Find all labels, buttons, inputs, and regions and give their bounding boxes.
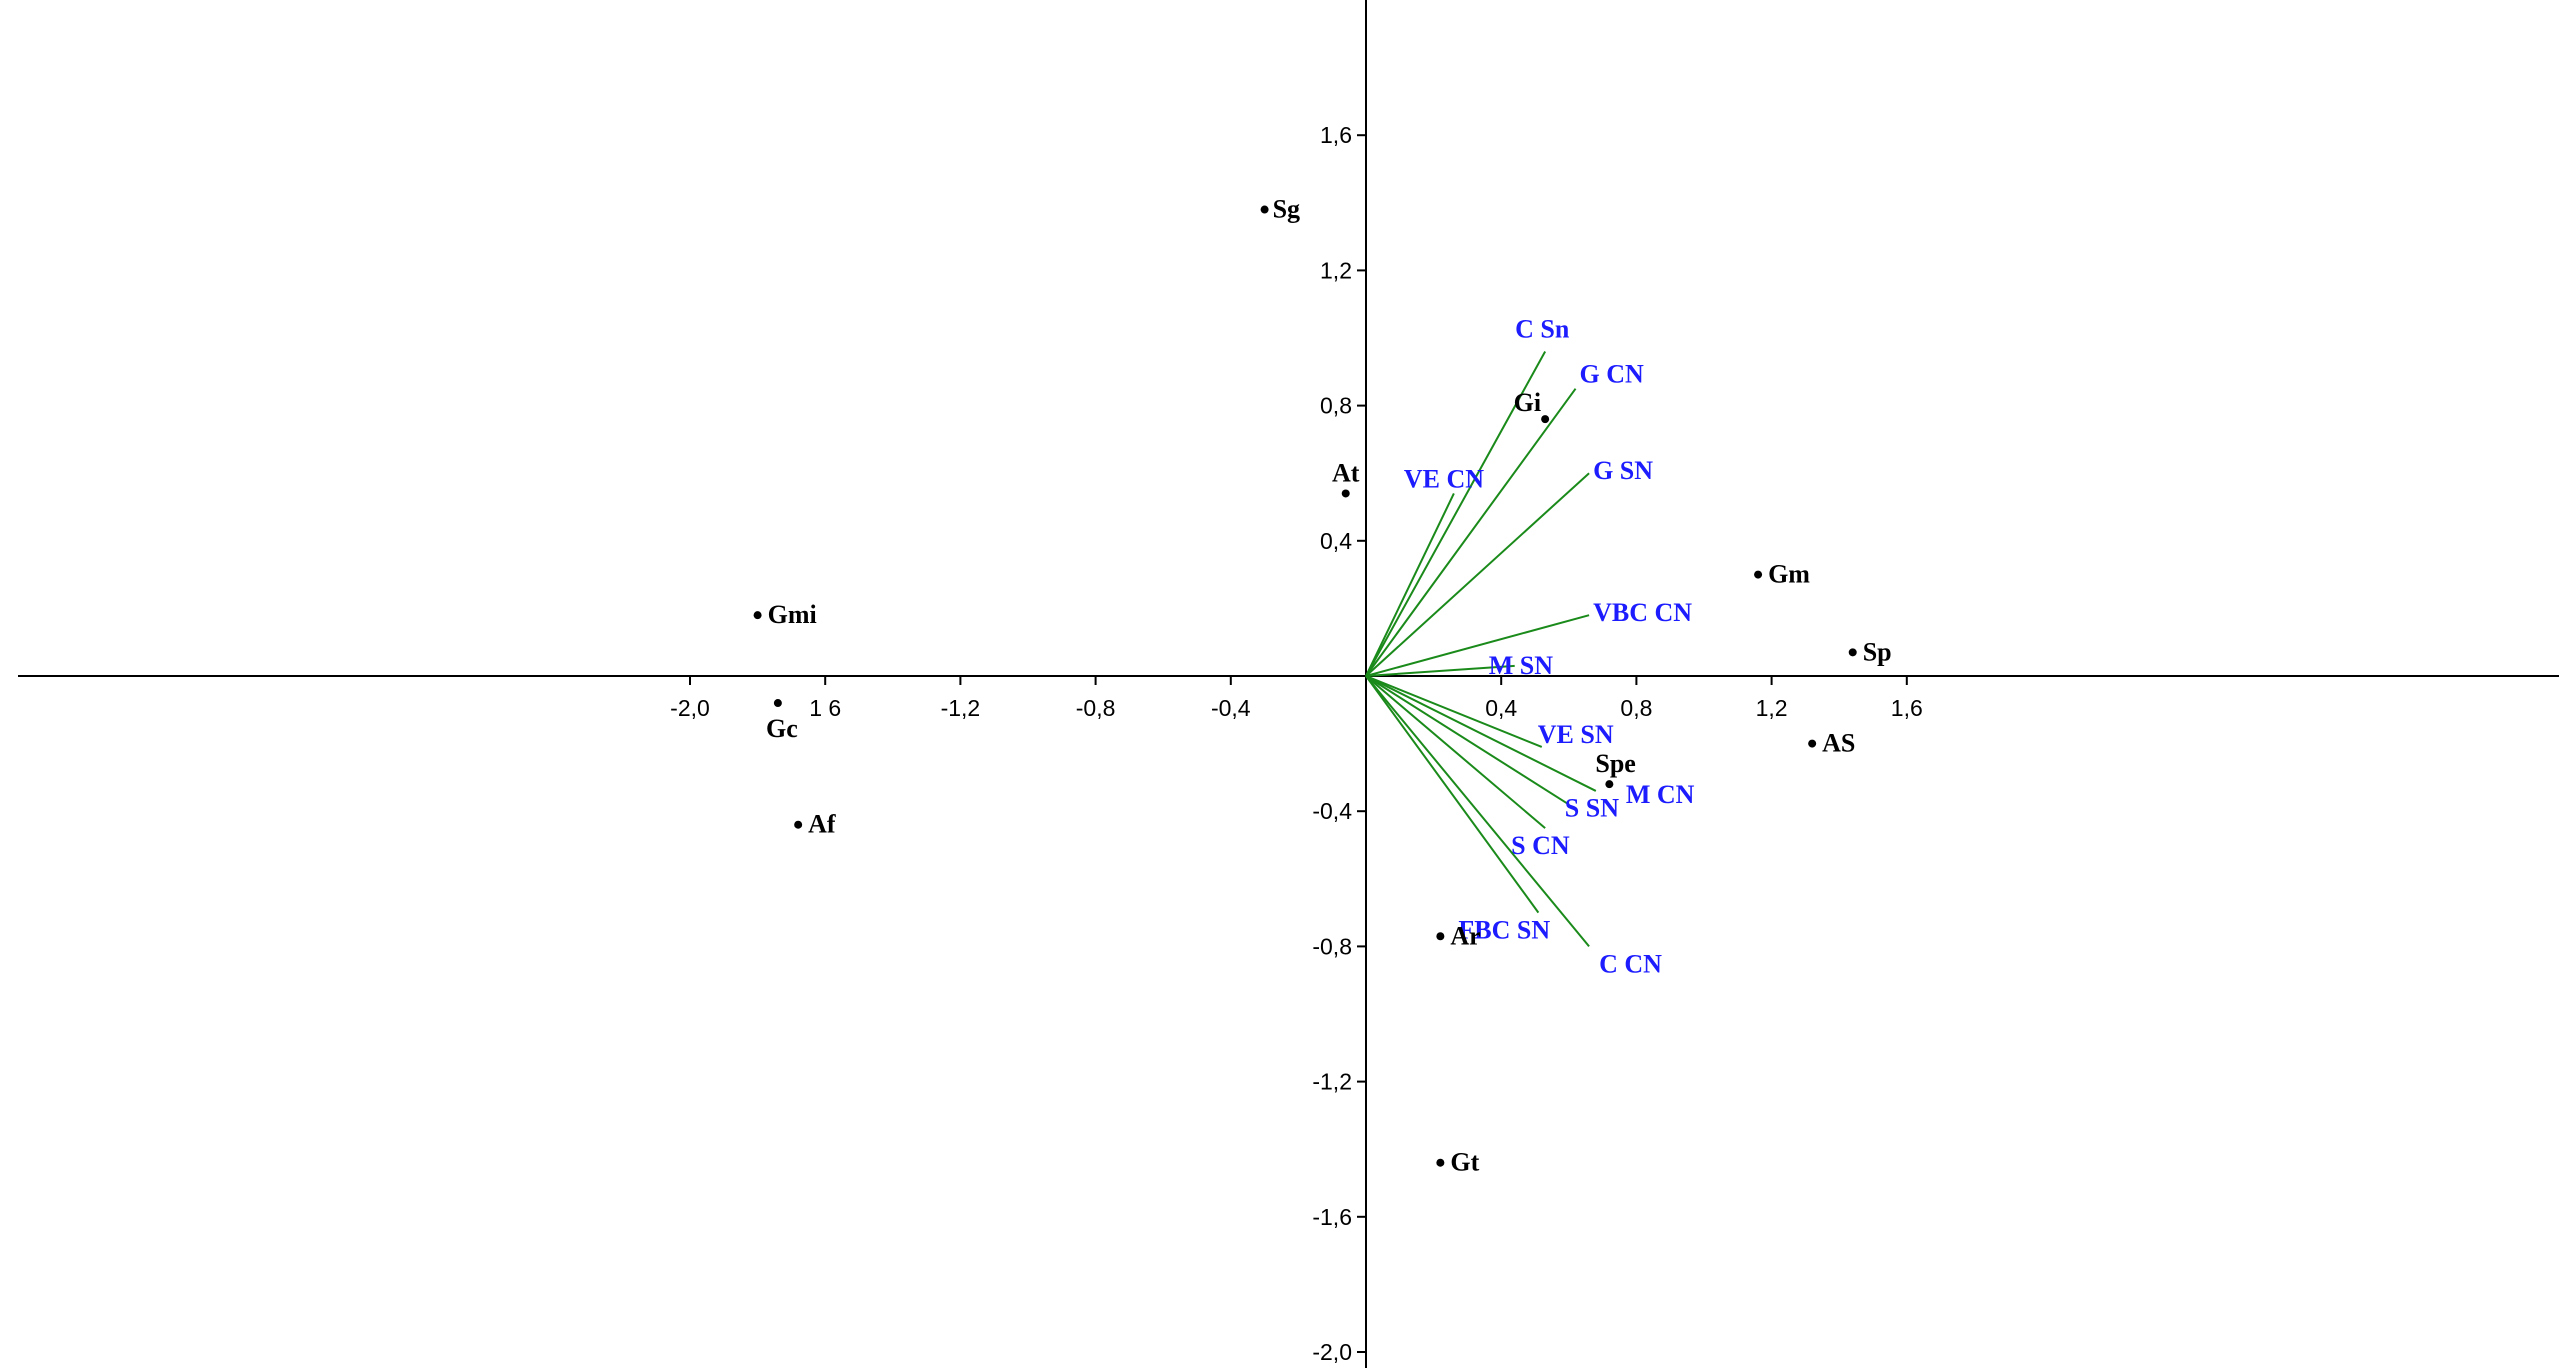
x-tick-label: -1,2 — [941, 695, 981, 721]
point-label: Sp — [1863, 637, 1892, 666]
y-tick-label: -1,6 — [1312, 1204, 1352, 1230]
vector-label: S CN — [1511, 831, 1570, 860]
y-tick-label: -0,8 — [1312, 933, 1352, 959]
score-point — [1436, 932, 1445, 941]
vector-label: VE CN — [1404, 464, 1484, 493]
x-tick-label: -0,4 — [1211, 695, 1251, 721]
x-tick-label: -0,8 — [1076, 695, 1116, 721]
y-tick-label: 1,2 — [1320, 257, 1352, 283]
x-tick-label: 1 6 — [809, 695, 841, 721]
x-tick-label: 1,6 — [1891, 695, 1923, 721]
point-label: Ar — [1450, 921, 1480, 950]
vector-line — [1365, 675, 1543, 748]
x-tick-label: 1,2 — [1756, 695, 1788, 721]
vector-line — [1365, 675, 1590, 948]
point-label: Gc — [766, 714, 798, 743]
vector-line — [1365, 675, 1597, 792]
vector-label: G SN — [1593, 456, 1653, 485]
point-label: Gm — [1768, 560, 1810, 589]
score-point — [1436, 1158, 1445, 1167]
vector-line — [1365, 493, 1455, 677]
vector-line — [1365, 675, 1570, 806]
point-label: Sg — [1273, 195, 1300, 224]
vector-label: M CN — [1626, 780, 1695, 809]
score-point — [1541, 415, 1550, 424]
vector-label: C CN — [1599, 949, 1662, 978]
point-label: At — [1332, 458, 1360, 487]
x-tick-label: -2,0 — [670, 695, 710, 721]
y-tick-label: 1,6 — [1320, 122, 1352, 148]
vector-label: G CN — [1580, 360, 1645, 389]
x-tick-label: 0,8 — [1620, 695, 1652, 721]
vector-label: VE SN — [1538, 720, 1614, 749]
y-tick-label: -0,4 — [1312, 798, 1352, 824]
point-label: Gt — [1450, 1148, 1479, 1177]
score-point — [1848, 648, 1857, 657]
point-label: AS — [1822, 729, 1855, 758]
vector-line — [1365, 472, 1590, 677]
vector-label: C Sn — [1515, 315, 1570, 344]
loading-vectors: C Sn G CN VE CN G SN VBC CN M SN VE SN M CNS SN… — [1365, 315, 1695, 978]
vector-line — [1365, 614, 1590, 677]
vector-line — [1365, 388, 1577, 677]
vector-label: S SN — [1565, 793, 1619, 822]
vector-label: FBC SN — [1458, 916, 1550, 945]
score-point — [1605, 780, 1614, 789]
point-label: Gmi — [768, 600, 817, 629]
y-tick-label: 0,4 — [1320, 528, 1352, 554]
score-point — [753, 611, 762, 620]
y-tick-label: 0,8 — [1320, 393, 1352, 419]
x-tick-label: 0,4 — [1485, 695, 1517, 721]
score-point — [1341, 489, 1350, 498]
vector-label: M SN — [1489, 651, 1554, 680]
score-point — [794, 820, 803, 829]
point-label: Spe — [1595, 749, 1635, 778]
vector-line — [1365, 675, 1540, 914]
point-label: Gi — [1514, 388, 1541, 417]
vector-line — [1365, 351, 1547, 677]
score-point — [773, 699, 782, 708]
vector-line — [1365, 664, 1515, 677]
point-label: Af — [808, 810, 836, 839]
y-tick-label: -2,0 — [1312, 1339, 1352, 1365]
score-point — [1260, 205, 1269, 214]
y-tick-label: -1,2 — [1312, 1069, 1352, 1095]
vector-label: VBC CN — [1593, 598, 1692, 627]
score-points: Sg At Gmi Gc Af Gi Gm Sp AS Spe Ar Gt — [753, 195, 1892, 1177]
axes: -2,0 1 6 -1,2 -0,8 -0,4 0,4 0,8 1,2 1,6 1,6 1,2 0,8… — [18, 0, 2559, 1368]
vector-line — [1365, 675, 1546, 829]
score-point — [1808, 739, 1817, 748]
score-point — [1754, 570, 1763, 579]
